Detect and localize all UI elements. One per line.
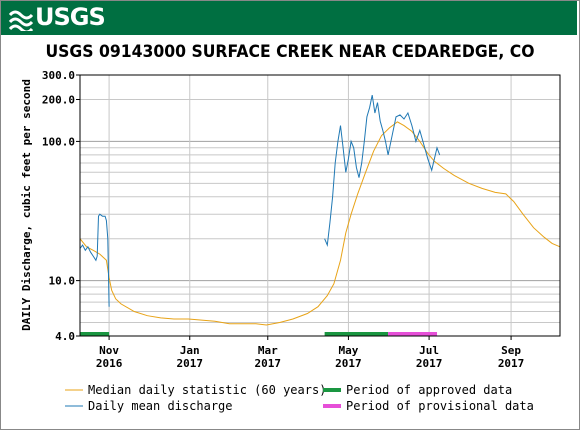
period-band — [388, 332, 438, 336]
x-tick-month-label: Mar — [258, 344, 278, 357]
x-tick-month-label: Sep — [501, 344, 521, 357]
chart-title: USGS 09143000 SURFACE CREEK NEAR CEDARED… — [45, 42, 535, 62]
y-tick-label: 10.0 — [49, 275, 76, 288]
legend-label: Period of provisional data — [346, 399, 534, 413]
legend-label: Period of approved data — [346, 383, 512, 397]
series-lines — [79, 94, 561, 326]
x-tick-month-label: Jan — [180, 344, 200, 357]
x-tick-year-label: 2017 — [335, 357, 362, 370]
y-axis-label: DAILY Discharge, cubic feet per second — [20, 79, 33, 331]
daily-mean-series-line — [324, 94, 441, 248]
y-tick-label: 200.0 — [42, 94, 75, 107]
legend-label: Median daily statistic (60 years) — [88, 383, 326, 397]
x-tick-year-label: 2016 — [96, 357, 123, 370]
x-tick-month-label: Jul — [419, 344, 439, 357]
period-band — [324, 332, 389, 336]
x-tick-month-label: May — [338, 344, 358, 357]
legend: Median daily statistic (60 years) Daily m… — [65, 383, 534, 413]
median-series-line — [79, 121, 561, 326]
daily-mean-series-line — [79, 213, 110, 307]
x-tick-year-label: 2017 — [177, 357, 204, 370]
plot-frame — [79, 74, 561, 337]
x-tick-year-label: 2017 — [498, 357, 525, 370]
grid-layer — [80, 75, 560, 336]
y-axis-ticks: 4.0 10.0 100.0 200.0 300.0 — [42, 69, 80, 343]
usgs-banner: USGS — [1, 1, 577, 35]
usgs-logo-text: USGS — [35, 3, 106, 31]
legend-label: Daily mean discharge — [88, 399, 233, 413]
x-tick-month-label: Nov — [99, 344, 119, 357]
data-period-bands — [80, 332, 438, 336]
x-tick-year-label: 2017 — [255, 357, 282, 370]
y-tick-label: 4.0 — [55, 330, 75, 343]
usgs-wave-logo-icon — [9, 10, 33, 31]
y-tick-label: 100.0 — [42, 135, 75, 148]
y-tick-label: 300.0 — [42, 69, 75, 82]
x-tick-year-label: 2017 — [416, 357, 443, 370]
period-band — [80, 332, 110, 336]
x-axis-ticks: Nov2016Jan2017Mar2017May2017Jul2017Sep20… — [96, 336, 524, 370]
